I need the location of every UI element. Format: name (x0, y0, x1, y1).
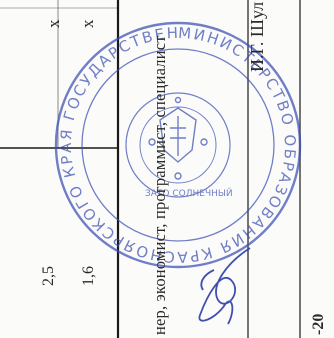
seal-inner-text: ЗАТО СОЛНЕЧНЫЙ (145, 187, 233, 199)
signer-name: И.Г. Шул (247, 1, 267, 72)
year-fragment: -20 (310, 313, 327, 335)
table-cell-r1c2: x (78, 19, 97, 29)
roles-text: нер, экономист, программист, специалист (150, 35, 169, 335)
table-grid (0, 0, 301, 338)
table-cell-r1c1: x (44, 19, 63, 29)
seal-emblem (148, 96, 208, 180)
table-cell-r2c1: 2,5 (40, 266, 57, 286)
table-cell-r2c2: 1,6 (80, 266, 97, 286)
signature (198, 247, 251, 325)
